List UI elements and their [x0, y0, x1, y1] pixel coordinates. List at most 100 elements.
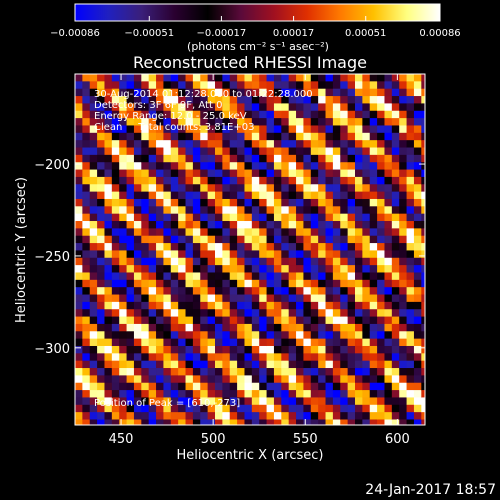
image-pixel	[222, 390, 231, 398]
image-pixel	[369, 74, 378, 82]
image-pixel	[266, 184, 275, 193]
image-pixel	[229, 191, 238, 200]
image-pixel	[185, 360, 194, 369]
image-pixel	[75, 353, 83, 362]
image-pixel	[215, 235, 223, 244]
image-pixel	[266, 118, 275, 126]
image-pixel	[97, 412, 105, 420]
image-pixel	[340, 309, 349, 317]
image-pixel	[310, 404, 319, 413]
image-pixel	[237, 213, 245, 222]
image-pixel	[413, 191, 422, 200]
image-pixel	[97, 345, 105, 354]
image-pixel	[421, 125, 426, 134]
image-pixel	[296, 368, 304, 376]
image-pixel	[200, 191, 209, 200]
image-pixel	[266, 390, 275, 398]
image-pixel	[340, 412, 349, 420]
image-pixel	[104, 154, 113, 163]
render-timestamp: 24-Jan-2017 18:57	[365, 482, 496, 498]
image-pixel	[229, 345, 238, 354]
image-pixel	[377, 169, 385, 178]
image-pixel	[119, 382, 127, 391]
image-pixel	[163, 184, 172, 193]
image-pixel	[222, 309, 231, 317]
image-pixel	[273, 110, 282, 119]
image-pixel	[192, 345, 201, 354]
image-pixel	[163, 272, 172, 281]
image-pixel	[244, 184, 253, 193]
image-pixel	[266, 191, 275, 200]
image-pixel	[384, 103, 393, 112]
image-pixel	[75, 235, 83, 244]
image-pixel	[362, 221, 371, 229]
image-pixel	[399, 265, 407, 273]
image-pixel	[148, 198, 157, 207]
image-pixel	[362, 382, 371, 391]
image-pixel	[355, 96, 363, 104]
image-pixel	[369, 419, 378, 426]
image-pixel	[362, 250, 371, 259]
image-pixel	[384, 294, 393, 303]
image-pixel	[251, 147, 260, 156]
image-pixel	[229, 140, 238, 148]
image-pixel	[200, 74, 209, 82]
image-pixel	[355, 110, 363, 119]
image-pixel	[82, 184, 91, 193]
image-pixel	[303, 404, 312, 413]
image-pixel	[332, 118, 341, 126]
image-pixel	[104, 301, 113, 310]
image-pixel	[207, 250, 216, 259]
image-pixel	[244, 412, 253, 420]
image-pixel	[200, 390, 209, 398]
image-pixel	[362, 74, 371, 82]
image-pixel	[369, 353, 378, 362]
image-pixel	[229, 125, 238, 134]
image-pixel	[119, 221, 127, 229]
image-pixel	[377, 198, 385, 207]
image-pixel	[133, 345, 142, 354]
image-pixel	[170, 118, 179, 126]
image-pixel	[104, 338, 113, 347]
image-pixel	[369, 206, 378, 215]
image-pixel	[141, 360, 150, 369]
image-pixel	[377, 125, 385, 134]
image-pixel	[347, 235, 356, 244]
image-pixel	[259, 250, 267, 259]
image-pixel	[310, 419, 319, 426]
image-pixel	[362, 154, 371, 163]
image-pixel	[192, 191, 201, 200]
image-pixel	[273, 419, 282, 426]
image-pixel	[111, 265, 120, 273]
image-pixel	[185, 412, 194, 420]
image-pixel	[148, 294, 157, 303]
image-pixel	[148, 331, 157, 340]
image-pixel	[200, 419, 209, 426]
image-pixel	[156, 265, 164, 273]
image-pixel	[185, 147, 194, 156]
image-pixel	[215, 140, 223, 148]
image-pixel	[244, 279, 253, 288]
image-pixel	[266, 169, 275, 178]
image-pixel	[141, 331, 150, 340]
image-pixel	[82, 235, 91, 244]
image-pixel	[237, 184, 245, 193]
image-pixel	[384, 213, 393, 222]
image-pixel	[229, 176, 238, 185]
image-pixel	[192, 162, 201, 170]
image-pixel	[340, 147, 349, 156]
image-pixel	[325, 345, 334, 354]
image-pixel	[200, 169, 209, 178]
image-pixel	[369, 265, 378, 273]
image-pixel	[97, 390, 105, 398]
image-pixel	[259, 191, 267, 200]
image-pixel	[377, 279, 385, 288]
image-pixel	[111, 309, 120, 317]
image-pixel	[104, 96, 113, 104]
image-pixel	[244, 272, 253, 281]
image-pixel	[296, 235, 304, 244]
image-pixel	[406, 184, 415, 193]
image-pixel	[318, 294, 326, 303]
image-pixel	[192, 176, 201, 185]
image-pixel	[355, 360, 363, 369]
